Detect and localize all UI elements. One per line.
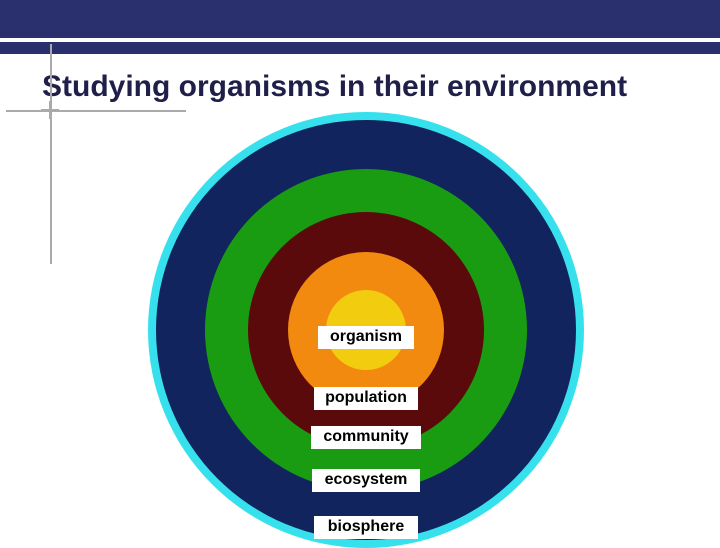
page-title: Studying organisms in their environment [42,70,627,104]
label-community: community [311,426,421,449]
label-biosphere: biosphere [314,516,418,539]
label-ecosystem: ecosystem [312,469,420,492]
label-population: population [314,387,418,410]
header-band-3 [0,42,720,54]
label-organism: organism [318,326,414,349]
header-band-1 [0,0,720,38]
